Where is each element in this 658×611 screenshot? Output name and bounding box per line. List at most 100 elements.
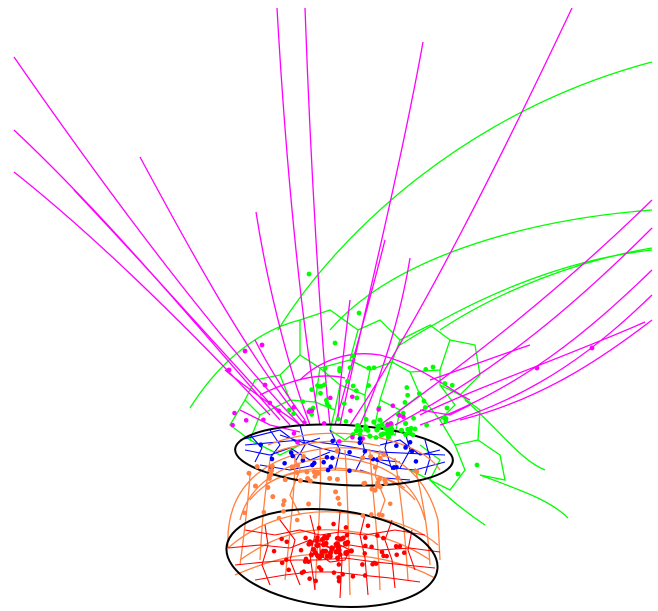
site-point <box>315 383 320 389</box>
green-arc <box>229 399 261 442</box>
site-point <box>377 455 383 461</box>
magenta-ray <box>337 299 351 421</box>
magenta-ray <box>139 156 306 426</box>
site-point <box>422 405 428 410</box>
site-point <box>403 431 409 438</box>
site-point <box>269 463 275 469</box>
site-point <box>311 469 317 475</box>
site-point <box>282 460 287 466</box>
site-point <box>297 478 303 484</box>
orange-arc <box>284 454 296 581</box>
site-point <box>394 443 399 448</box>
site-point <box>376 407 381 412</box>
site-point <box>402 400 408 405</box>
magenta-ray <box>339 41 424 426</box>
magenta-ray <box>419 269 653 426</box>
magenta-ray <box>394 227 653 426</box>
site-point <box>375 533 380 538</box>
site-point <box>389 426 395 432</box>
site-point <box>423 367 429 372</box>
site-point <box>288 450 294 455</box>
blue-edge <box>374 459 446 471</box>
site-point <box>309 408 315 414</box>
orange-arc <box>259 459 271 561</box>
blue-edge <box>244 439 446 456</box>
magenta-ray <box>13 129 281 421</box>
orange-arc <box>227 447 441 561</box>
site-point <box>320 542 327 548</box>
site-point <box>365 523 371 529</box>
site-point <box>357 432 363 438</box>
site-point <box>324 401 330 406</box>
site-point <box>363 543 368 549</box>
site-point <box>310 462 315 468</box>
site-point <box>407 439 413 445</box>
magenta-ray <box>429 344 531 381</box>
site-point <box>316 525 322 531</box>
site-point <box>303 535 308 541</box>
site-point <box>394 552 400 558</box>
site-point <box>401 414 406 420</box>
site-point <box>262 382 268 388</box>
site-point <box>308 540 314 546</box>
site-point <box>305 475 311 481</box>
site-point <box>430 364 436 370</box>
site-point <box>360 562 365 567</box>
site-point <box>335 495 341 501</box>
site-point <box>341 401 347 407</box>
site-point <box>271 548 277 554</box>
site-point <box>286 567 292 573</box>
site-point <box>589 345 595 351</box>
site-point <box>424 422 430 428</box>
blue-edge <box>329 429 341 471</box>
site-point <box>322 382 327 388</box>
site-point <box>284 539 290 545</box>
site-point <box>350 574 356 579</box>
orange-arc <box>239 474 251 566</box>
site-point <box>306 271 312 277</box>
site-point <box>353 388 359 394</box>
site-point <box>335 555 341 561</box>
site-point <box>384 553 389 559</box>
site-point <box>363 416 369 422</box>
green-arc <box>429 444 466 491</box>
site-point <box>371 419 377 425</box>
site-point <box>327 475 333 481</box>
site-point <box>269 456 275 462</box>
magenta-ray <box>439 294 653 426</box>
site-point <box>309 387 315 393</box>
site-point <box>300 454 306 460</box>
site-point <box>362 551 368 556</box>
site-point <box>265 484 271 490</box>
site-point <box>252 483 258 489</box>
site-point <box>376 423 382 429</box>
site-point <box>268 468 274 474</box>
lower-disk-boundary <box>225 507 439 609</box>
magenta-ray <box>359 257 411 426</box>
site-point <box>455 471 461 477</box>
site-point <box>306 501 312 507</box>
site-point <box>286 407 292 413</box>
magenta-ray <box>224 369 301 426</box>
site-point <box>403 445 408 450</box>
site-point <box>387 501 393 507</box>
site-point <box>343 525 349 530</box>
site-point <box>279 536 284 542</box>
site-point <box>381 535 386 541</box>
site-point <box>382 477 388 483</box>
site-point <box>348 548 354 554</box>
site-point <box>357 436 363 442</box>
site-point <box>388 430 395 436</box>
site-point <box>308 552 314 558</box>
site-point <box>397 413 402 418</box>
magenta-ray <box>13 56 301 426</box>
site-point <box>362 480 368 486</box>
site-point <box>331 570 337 575</box>
site-point <box>259 342 265 348</box>
site-point <box>395 475 401 481</box>
site-point <box>336 578 342 584</box>
site-point <box>294 470 300 476</box>
site-point <box>334 541 340 546</box>
site-point <box>335 416 341 422</box>
